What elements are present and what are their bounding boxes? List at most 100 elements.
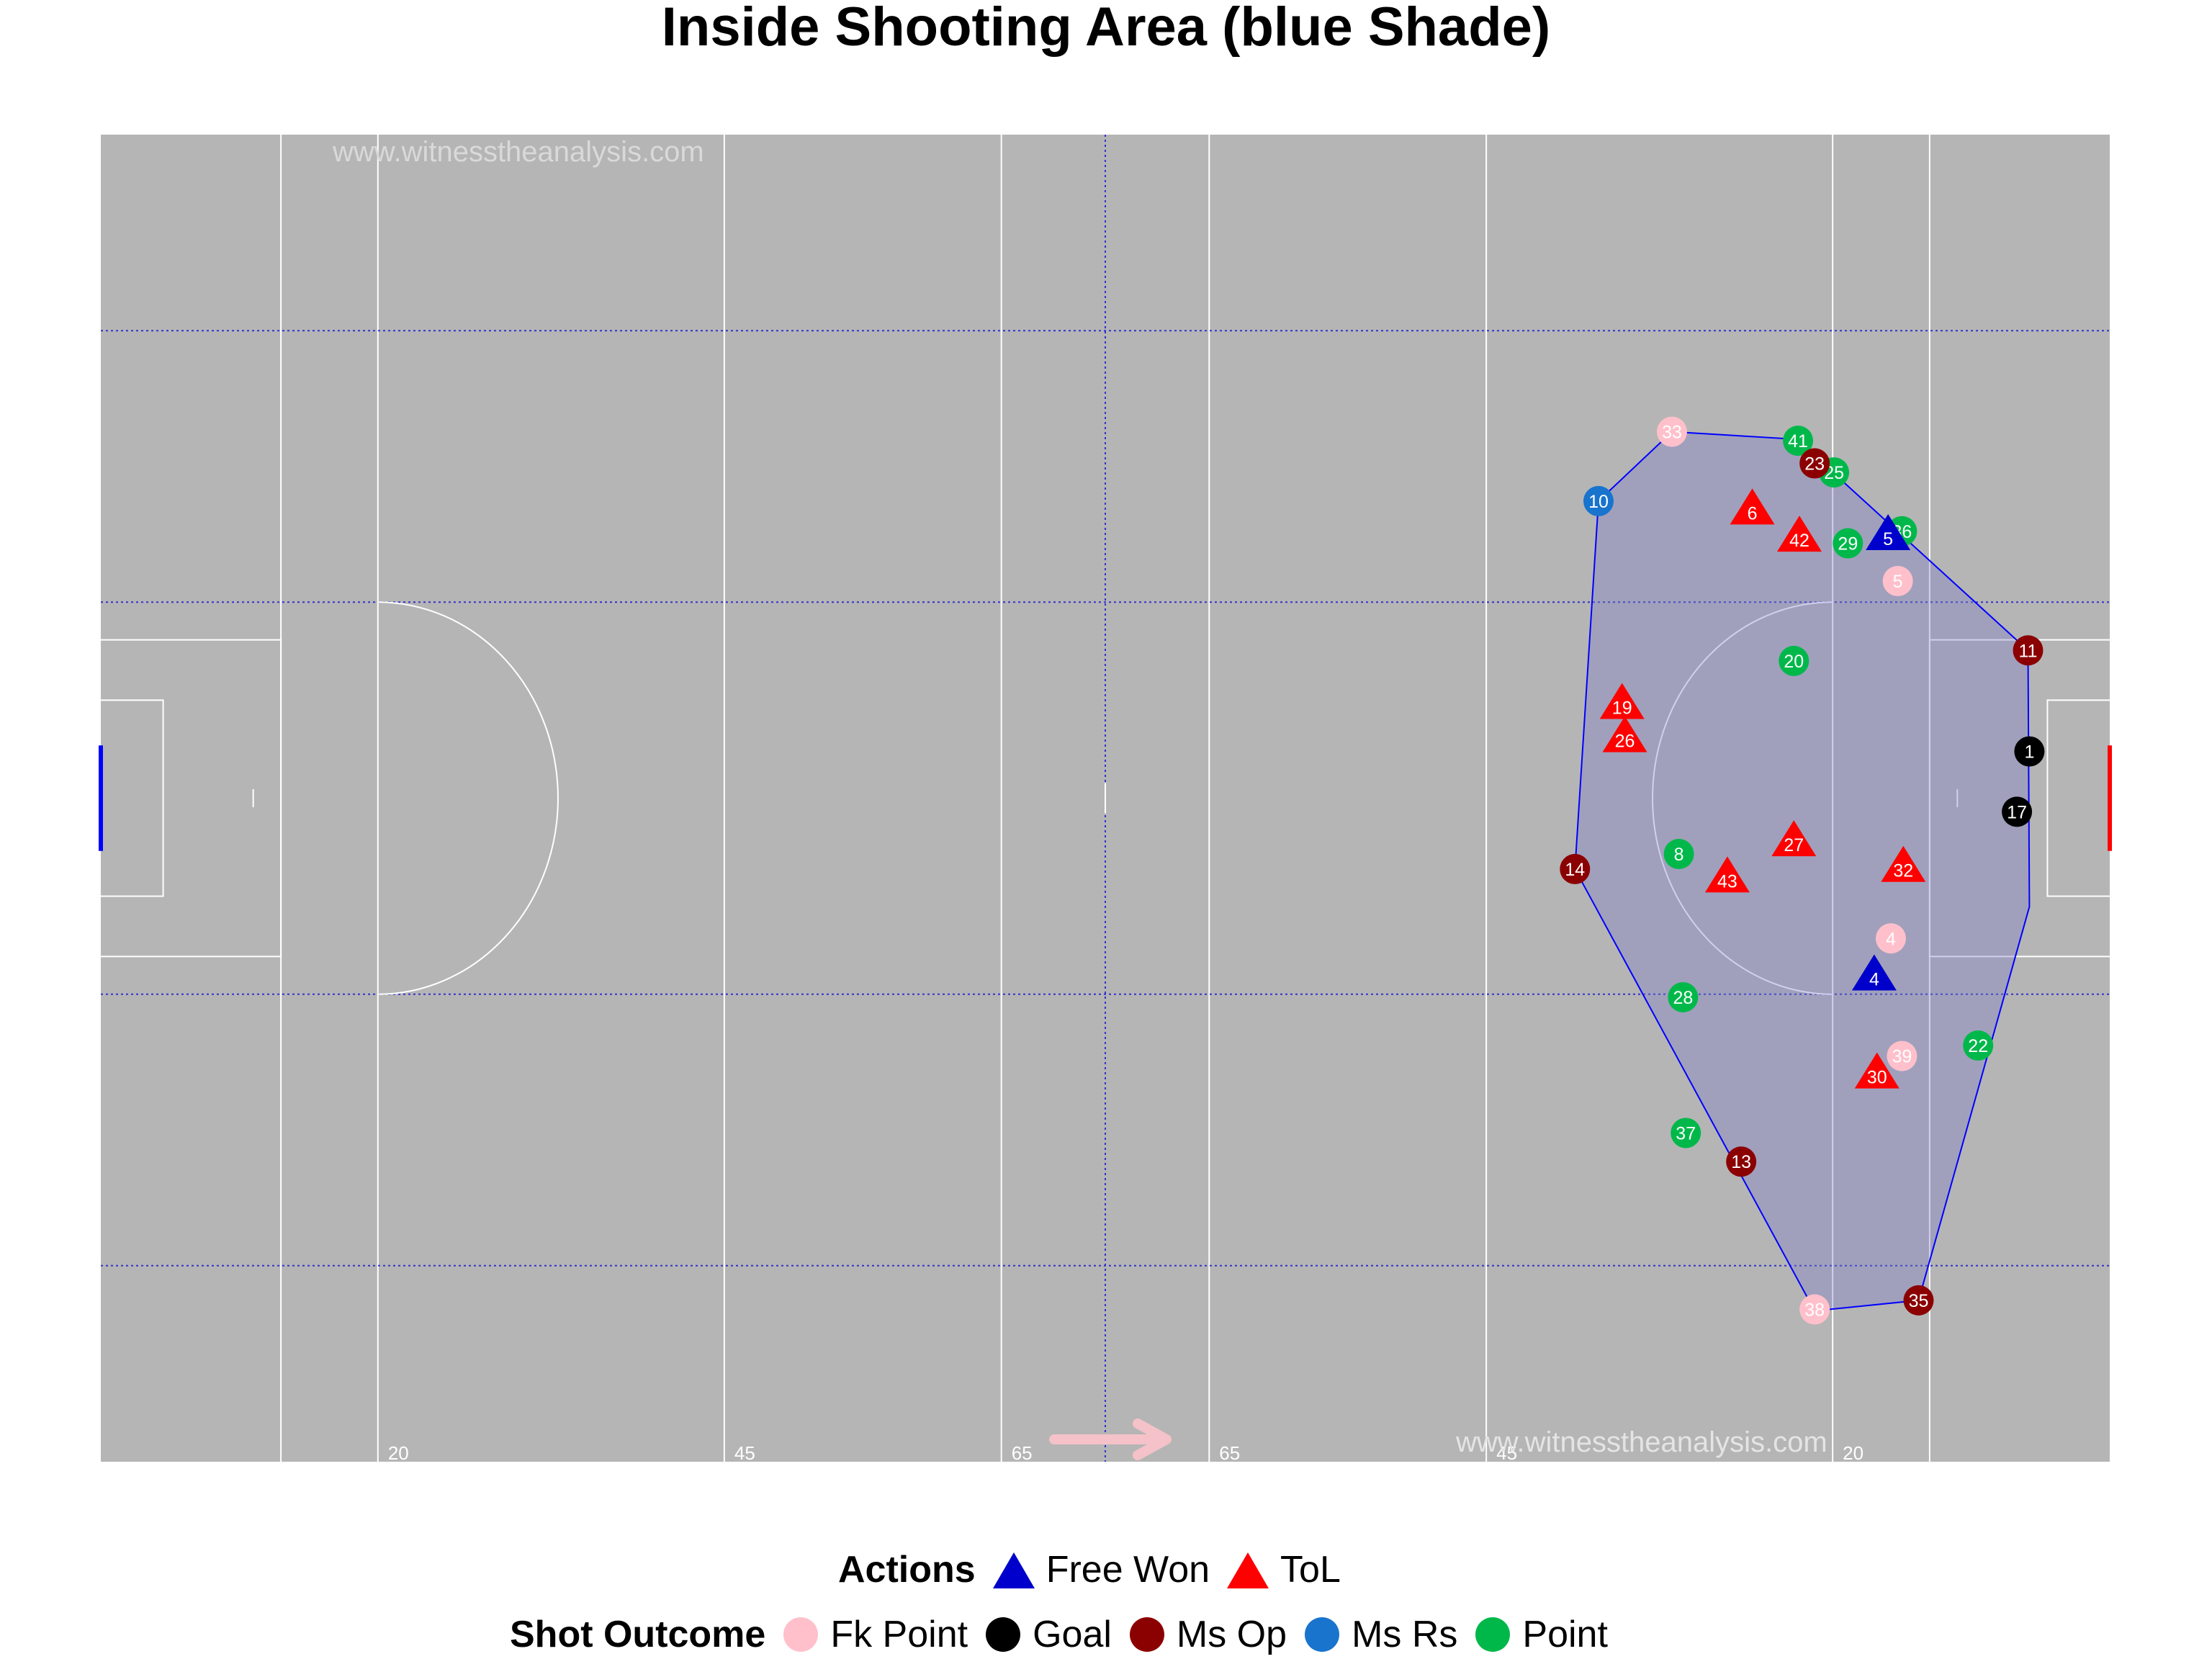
left-small-box [101, 699, 164, 897]
point-label: 20 [1784, 652, 1804, 672]
pitch-distance-label: 45 [1496, 1442, 1517, 1464]
legend-outcomes: Shot Outcome Fk Point Goal Ms Op Ms Rs P… [510, 1613, 1624, 1656]
fk-point-point [1882, 565, 1913, 596]
tol-triangle [1730, 488, 1775, 525]
triangle-icon [992, 1552, 1035, 1588]
circle-icon [1129, 1617, 1164, 1652]
tol-triangle [1599, 683, 1645, 719]
point-label: 1 [2024, 742, 2034, 763]
pitch-distance-label: 20 [388, 1442, 409, 1464]
tol-triangle [1881, 845, 1926, 882]
left-large-box [101, 639, 282, 958]
legend-item-free-won: Free Won [992, 1548, 1210, 1591]
fk-point-point [1656, 416, 1687, 447]
legend-actions: Actions Free Won ToL [838, 1548, 1357, 1591]
fk-point-point [1887, 1040, 1917, 1071]
point-label: 42 [1789, 531, 1809, 551]
free-won-triangle [1851, 954, 1897, 991]
circle-icon [1305, 1617, 1340, 1652]
watermark-bottom: www.witnesstheanalysis.com [1455, 1426, 1827, 1458]
point-label: 4 [1886, 929, 1896, 949]
point-label: 5 [1883, 529, 1893, 549]
right-arc [1652, 601, 1833, 995]
ms-op-point [1799, 448, 1830, 479]
point-label: 37 [1676, 1123, 1696, 1143]
legend-item-ms-rs: Ms Rs [1303, 1613, 1457, 1656]
left-arc [377, 601, 559, 995]
circle-icon [783, 1617, 819, 1652]
pitch-distance-label: 65 [1012, 1442, 1033, 1464]
point-point [1783, 426, 1814, 457]
legend-item-ms-op: Ms Op [1128, 1613, 1287, 1656]
point-label: 5 [1893, 572, 1903, 592]
point-label: 26 [1615, 732, 1635, 752]
legend-item-goal: Goal [984, 1613, 1112, 1656]
legend-label-ms-rs: Ms Rs [1352, 1614, 1458, 1655]
arrow-right-icon [1133, 1419, 1172, 1460]
point-label: 41 [1788, 431, 1808, 451]
point-label: 39 [1892, 1047, 1912, 1067]
point-label: 33 [1662, 423, 1682, 443]
legend-item-tol: ToL [1226, 1548, 1341, 1591]
goal-point [2014, 736, 2045, 767]
point-label: 43 [1717, 871, 1737, 891]
point-label: 27 [1784, 835, 1804, 855]
legend-label-ms-op: Ms Op [1176, 1614, 1287, 1655]
point-point [1668, 981, 1699, 1012]
ms-op-point [1560, 853, 1591, 884]
watermark-top: www.witnesstheanalysis.com [332, 136, 704, 168]
free-won-triangle [1866, 513, 1911, 550]
circle-icon [1475, 1617, 1511, 1652]
tol-triangle [1771, 820, 1817, 857]
ms-op-point [2013, 635, 2044, 666]
pitch-distance-label: 20 [1843, 1442, 1863, 1464]
ms-op-point [1726, 1146, 1757, 1177]
point-label: 35 [1909, 1291, 1929, 1311]
legend-label-free-won: Free Won [1046, 1549, 1210, 1591]
point-label: 22 [1968, 1036, 1988, 1056]
point-point [1833, 528, 1863, 559]
point-point [1963, 1030, 1994, 1061]
point-label: 8 [1674, 845, 1684, 865]
tol-triangle [1854, 1052, 1899, 1089]
chart-title: Inside Shooting Area (blue Shade) [661, 0, 1551, 58]
circle-icon [986, 1617, 1021, 1652]
ms-rs-point [1583, 485, 1614, 516]
point-label: 17 [2007, 802, 2027, 822]
point-label: 28 [1673, 988, 1693, 1008]
tol-triangle [1704, 856, 1750, 893]
legend-item-point: Point [1473, 1613, 1608, 1656]
point-point [1671, 1118, 1701, 1148]
tol-triangle [1776, 516, 1822, 552]
point-label: 32 [1893, 861, 1913, 881]
point-label: 29 [1838, 534, 1858, 554]
point-label: 38 [1804, 1300, 1825, 1320]
pitch-distance-label: 65 [1219, 1442, 1240, 1464]
point-label: 11 [2018, 641, 2037, 661]
pitch-distance-label: 45 [734, 1442, 755, 1464]
point-point [1663, 838, 1694, 869]
legend-outcomes-title: Shot Outcome [510, 1614, 766, 1655]
point-label: 13 [1731, 1152, 1751, 1172]
data-points: 4125362920828223733543938231114133510117… [1560, 416, 2045, 1325]
point-label: 30 [1867, 1068, 1887, 1088]
point-label: 19 [1612, 698, 1632, 719]
legend-item-fk-point: Fk Point [781, 1613, 968, 1656]
fk-point-point [1799, 1294, 1830, 1325]
point-point [1779, 645, 1809, 676]
ms-op-point [1903, 1285, 1934, 1316]
point-label: 4 [1869, 970, 1879, 990]
legend-label-goal: Goal [1033, 1614, 1112, 1655]
triangle-icon [1227, 1552, 1269, 1588]
point-label: 10 [1588, 492, 1609, 512]
tol-triangle [1602, 716, 1647, 752]
goal-point [2002, 796, 2033, 827]
legend-label-point: Point [1522, 1614, 1608, 1655]
point-label: 14 [1565, 860, 1585, 880]
point-label: 6 [1748, 503, 1758, 523]
legend-actions-title: Actions [838, 1549, 976, 1591]
fk-point-point [1875, 923, 1906, 954]
legend-label-fk-point: Fk Point [830, 1614, 968, 1655]
point-label: 23 [1804, 454, 1825, 475]
